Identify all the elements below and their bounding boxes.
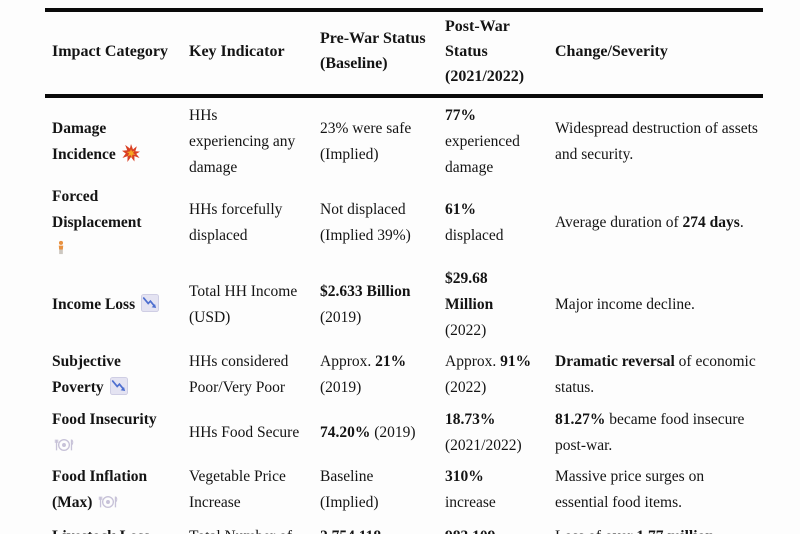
- pre-war-cell: $2.633 Billion (2019): [320, 282, 411, 326]
- post-war-cell: 310% increase: [445, 467, 496, 511]
- key-indicator-cell: Vegetable Price Increase: [189, 467, 286, 511]
- header-post-war-status: Post-War Status (2021/2022): [445, 18, 525, 85]
- table-row: Damage Incidence HHs experiencing any dama…: [45, 98, 763, 183]
- change-cell: 81.27% became food insecure post-war.: [555, 410, 745, 454]
- change-cell: Dramatic reversal of economic status.: [555, 353, 756, 397]
- category-cell: Food Insecurity: [45, 407, 182, 459]
- change-cell: Massive price surges on essential food i…: [555, 467, 705, 511]
- pre-war-cell: 2,754,118: [313, 524, 438, 534]
- category-label: (Max): [52, 493, 93, 511]
- table-top-border: [45, 8, 763, 12]
- category-label: Poverty: [52, 379, 104, 397]
- key-indicator-cell: HHs forcefully displaced: [189, 201, 283, 245]
- category-label: Incidence: [52, 145, 116, 163]
- pre-war-cell: Baseline (Implied): [320, 467, 379, 511]
- table-row: Food Inflation (Max) Vegetable Price Incre…: [45, 461, 763, 518]
- post-war-cell: 61% displaced: [445, 201, 504, 245]
- table-row: Livestock Loss Total Number of2,754,11898…: [45, 518, 763, 534]
- change-cell: Widespread destruction of assets and sec…: [555, 119, 758, 163]
- header-key-indicator: Key Indicator: [189, 42, 285, 60]
- category-label: Displacement: [52, 214, 142, 232]
- category-cell: Income Loss: [45, 292, 182, 318]
- category-cell: Food Inflation (Max): [45, 464, 182, 516]
- pre-war-cell: 74.20% (2019): [320, 423, 416, 441]
- category-cell: Damage Incidence: [45, 116, 182, 168]
- key-indicator-cell: HHs experiencing any damage: [189, 106, 296, 176]
- chart-decreasing-icon: [141, 293, 160, 312]
- post-war-cell: 18.73% (2021/2022): [445, 410, 522, 454]
- change-cell: Loss of over 1.77 million: [548, 524, 763, 534]
- header-bottom-border: [45, 94, 763, 99]
- pre-war-cell: Approx. 21% (2019): [320, 353, 407, 397]
- post-war-cell: 77% experienced damage: [445, 106, 520, 176]
- category-label: Income Loss: [52, 295, 136, 313]
- table-row: Food Insecurity HHs Food Secure 74.20% (20…: [45, 404, 763, 461]
- table-header-row: Impact Category Key Indicator Pre-War St…: [45, 12, 763, 94]
- pre-war-cell: 23% were safe (Implied): [320, 119, 412, 163]
- category-label: Food Inflation: [52, 467, 148, 485]
- person-standing-icon: [54, 239, 68, 256]
- table-row: Forced Displacement HHs forcefully displac…: [45, 183, 763, 263]
- category-cell: Subjective Poverty: [45, 349, 182, 401]
- post-war-cell: 983,109: [438, 524, 548, 534]
- change-cell: Major income decline.: [555, 295, 695, 313]
- change-cell: Average duration of 274 days.: [555, 214, 744, 232]
- category-cell: Livestock Loss: [45, 524, 182, 534]
- header-impact-category: Impact Category: [52, 42, 168, 60]
- fork-knife-plate-icon: [98, 494, 118, 510]
- key-indicator-cell: HHs Food Secure: [189, 423, 300, 441]
- category-label: Livestock Loss: [52, 528, 150, 534]
- header-change-severity: Change/Severity: [555, 42, 668, 60]
- category-label: Food Insecurity: [52, 410, 157, 428]
- category-label: Damage: [52, 119, 107, 137]
- impact-table: Impact Category Key Indicator Pre-War St…: [45, 8, 763, 534]
- pre-war-cell: Not displaced (Implied 39%): [320, 201, 411, 245]
- chart-decreasing-icon: [109, 377, 128, 396]
- key-indicator-cell: Total HH Income (USD): [189, 282, 298, 326]
- post-war-cell: $29.68 Million (2022): [445, 269, 494, 339]
- post-war-cell: Approx. 91% (2022): [445, 353, 532, 397]
- category-label: Forced: [52, 188, 99, 206]
- table-body: Damage Incidence HHs experiencing any dama…: [45, 98, 763, 534]
- table-row: Income Loss Total HH Income (USD) $2.633 B…: [45, 263, 763, 346]
- category-label: Subjective: [52, 353, 121, 371]
- header-pre-war-status: Pre-War Status (Baseline): [320, 30, 426, 73]
- fork-knife-plate-icon: [54, 437, 74, 453]
- key-indicator-cell: HHs considered Poor/Very Poor: [189, 353, 289, 397]
- collision-icon: [121, 143, 140, 162]
- table-row: Subjective Poverty HHs considered Poor/Ver…: [45, 346, 763, 404]
- key-indicator-cell: Total Number of: [182, 524, 313, 534]
- category-cell: Forced Displacement: [45, 184, 182, 262]
